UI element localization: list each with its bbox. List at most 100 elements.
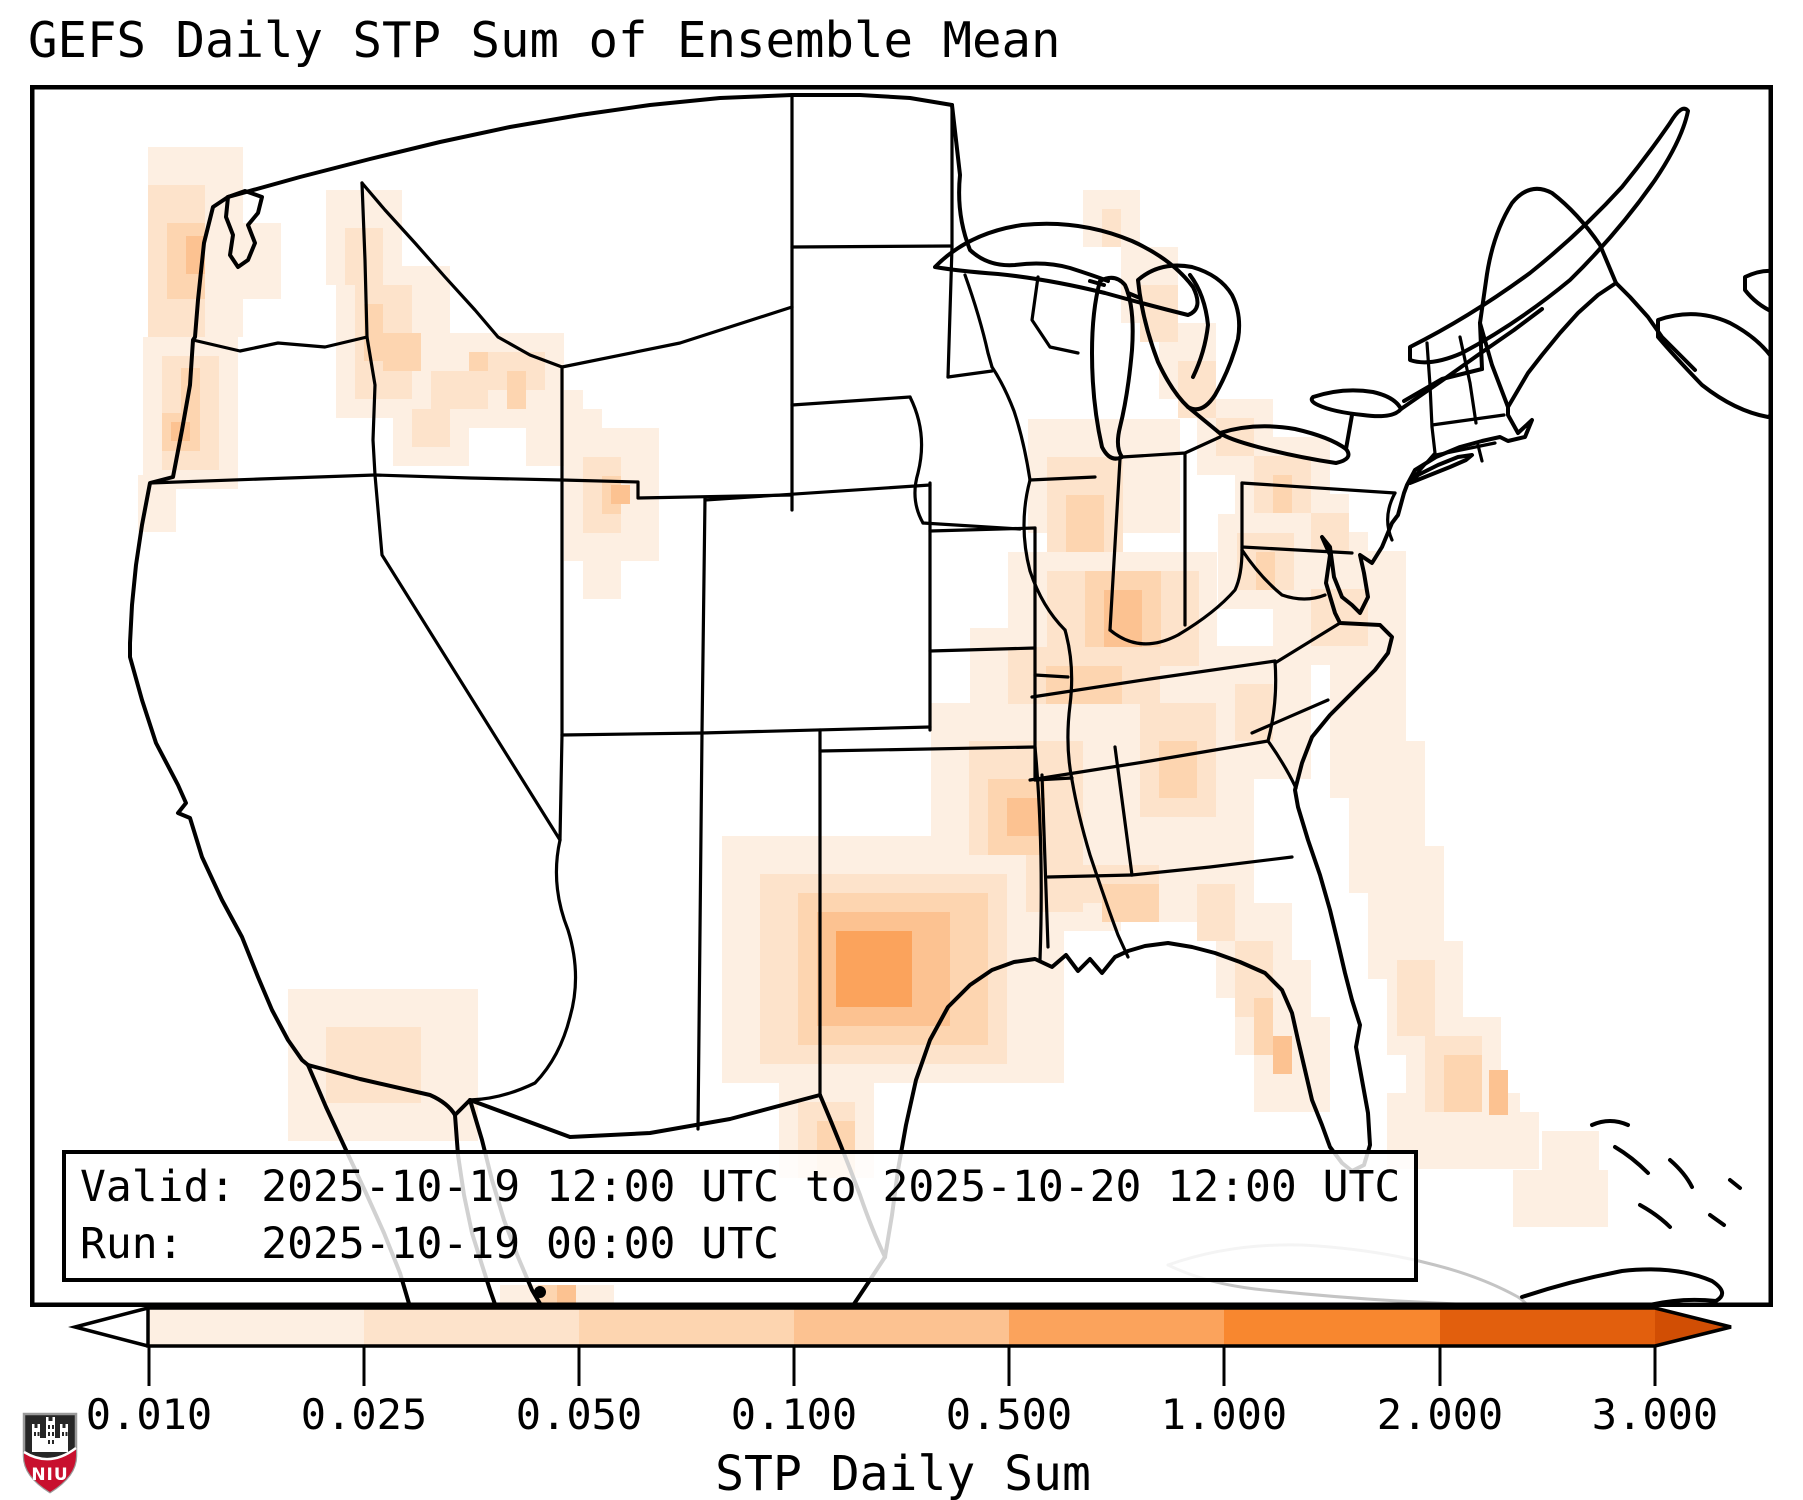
tx-la-border: [1033, 745, 1043, 962]
tn-al-ga-border: [1028, 739, 1270, 782]
tick-label-0500: 0.500: [945, 1390, 1073, 1439]
fundy-coast: [1614, 281, 1697, 372]
colorbar-seg-2: [364, 1308, 579, 1346]
lake-michigan: [1090, 275, 1135, 461]
conus-map: [30, 85, 1773, 1307]
stp-cell: [1216, 418, 1254, 456]
stp-cell: [1463, 1112, 1539, 1169]
stp-cell: [611, 485, 630, 504]
tick-label-1000: 1.000: [1160, 1390, 1288, 1439]
colorbar-over-arrow: [1655, 1308, 1731, 1346]
mt-wy-border: [560, 305, 794, 369]
nd-sd-border: [790, 244, 954, 249]
ga-fl-border: [1130, 855, 1294, 877]
ny-ct-nj-border: [1405, 425, 1437, 487]
wv-va-potomac: [1240, 548, 1327, 601]
colorbar-seg-6: [1224, 1308, 1440, 1346]
ks-ok-border: [928, 646, 1037, 653]
az-nm-border: [696, 731, 704, 1131]
island-dot: [534, 1286, 546, 1298]
niu-logo: NIU: [22, 1412, 78, 1494]
map-svg: [30, 85, 1773, 1307]
tick-label-0050: 0.050: [515, 1390, 643, 1439]
co-south-border: [700, 725, 932, 735]
vt-nh-border: [1458, 335, 1478, 425]
wi-il-border: [1028, 475, 1097, 482]
info-box: Valid: 2025-10-19 12:00 UTC to 2025-10-2…: [62, 1150, 1418, 1282]
tick-label-0010: 0.010: [85, 1390, 213, 1439]
colorbar-under-arrow: [75, 1308, 148, 1346]
maine-border: [1478, 186, 1618, 371]
nova-scotia: [1656, 312, 1773, 419]
ia-wi-river: [990, 365, 1032, 482]
mississippi-river: [1063, 628, 1130, 959]
stp-cell: [557, 1285, 576, 1305]
or-ca-border: [148, 473, 377, 485]
canada-border-west: [226, 93, 954, 199]
nj-pa-delaware-river: [1386, 491, 1397, 542]
id-south-border: [373, 473, 564, 482]
puget-sound: [224, 189, 264, 269]
tick-label-2000: 2.000: [1376, 1390, 1504, 1439]
run-time-text: Run: 2025-10-19 00:00 UTC: [80, 1219, 779, 1269]
mn-ia-border: [946, 369, 994, 379]
colorbar-ticks: [147, 1346, 1657, 1386]
mexico-border: [306, 1063, 822, 1139]
colorbar-seg-7: [1440, 1308, 1655, 1346]
stp-cell: [1397, 960, 1435, 1036]
stp-cell: [243, 261, 281, 299]
ga-sc-border: [1266, 739, 1298, 790]
ny-pa-border: [1240, 481, 1397, 495]
stp-cell: [1102, 209, 1121, 247]
id-mt-border: [360, 181, 564, 369]
stp-cell: [469, 352, 488, 371]
map-frame: [30, 85, 1773, 1307]
mo-ar-border: [1033, 673, 1070, 679]
stp-cell: [1026, 855, 1083, 912]
stp-cell: [1444, 1055, 1482, 1112]
stp-cell: [1197, 884, 1235, 941]
niu-logo-text: NIU: [31, 1465, 68, 1485]
ma-north-border: [1430, 413, 1506, 427]
lake-huron: [1136, 263, 1242, 412]
al-fl-border: [1046, 873, 1134, 879]
tick-label-0025: 0.025: [300, 1390, 428, 1439]
ky-tn-border: [1030, 659, 1277, 699]
st-lawrence-river: [1399, 307, 1544, 411]
niu-castle-windows: [34, 1425, 68, 1444]
sd-ne-border: [790, 395, 912, 407]
tick-label-3000: 3.000: [1591, 1390, 1719, 1439]
colorbar: [0, 1300, 1803, 1400]
stp-cell: [1159, 741, 1197, 798]
bahamas: [1590, 1119, 1742, 1229]
tick-label-0100: 0.100: [730, 1390, 858, 1439]
stp-cell: [1273, 475, 1292, 513]
stp-cell: [412, 409, 450, 447]
va-nc-border: [1273, 621, 1342, 665]
cuba-east: [1520, 1267, 1724, 1307]
nc-sc-border: [1250, 698, 1330, 735]
mn-wi-border: [963, 273, 994, 369]
valid-time-text: Valid: 2025-10-19 12:00 UTC to 2025-10-2…: [80, 1162, 1401, 1212]
ma-south-border: [1434, 441, 1497, 457]
long-island: [1408, 453, 1474, 485]
pa-md-border: [1240, 545, 1354, 555]
georgian-bay: [1188, 273, 1210, 379]
canada-border-minnesota: [950, 103, 1110, 283]
stp-cell: [1542, 1131, 1599, 1188]
colorbar-seg-3: [579, 1308, 794, 1346]
ca-az-border: [468, 838, 578, 1102]
stp-cell: [507, 371, 526, 409]
plot-title: GEFS Daily STP Sum of Ensemble Mean: [28, 12, 1061, 69]
ut-co-border: [700, 496, 707, 735]
nv-az-border: [558, 733, 564, 842]
stp-cells: [138, 147, 1608, 1305]
wa-id-border: [360, 181, 369, 339]
mi-wi-up-border: [1030, 275, 1080, 355]
stp-cell: [1256, 552, 1275, 590]
state-borders: [148, 93, 1506, 1131]
niu-banner-swoosh: [23, 1447, 77, 1461]
nh-me-border: [1478, 321, 1510, 409]
stp-cell: [836, 931, 912, 1007]
